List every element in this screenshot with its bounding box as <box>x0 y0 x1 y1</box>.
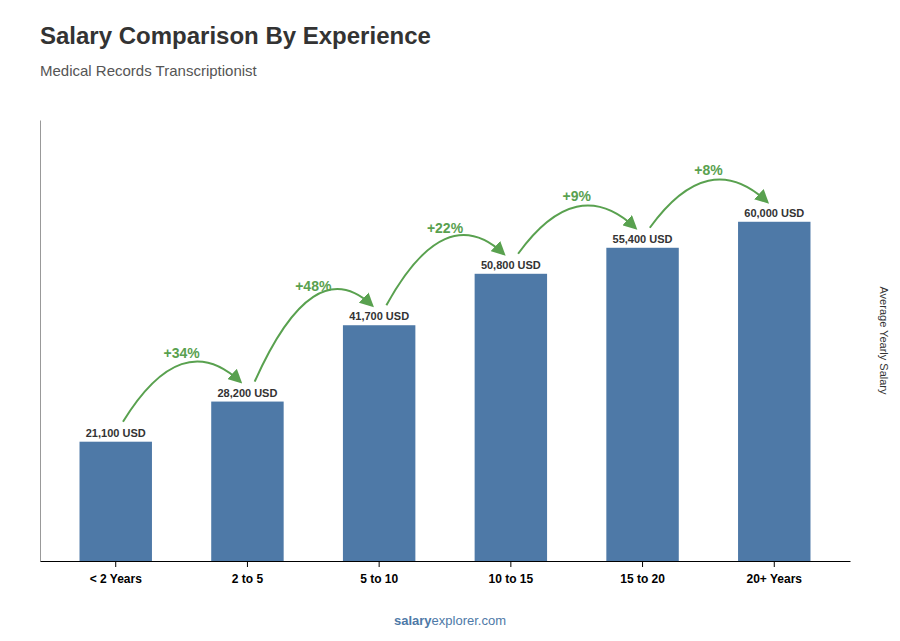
x-tick: 5 to 10 <box>360 561 398 586</box>
x-tick: 2 to 5 <box>232 561 264 586</box>
x-tick-label: 20+ Years <box>747 572 803 586</box>
bar <box>738 222 810 561</box>
x-tick: 15 to 20 <box>620 561 665 586</box>
x-tick: 10 to 15 <box>489 561 534 586</box>
change-label: +8% <box>694 162 723 178</box>
title: Salary Comparison By Experience <box>40 22 431 49</box>
data-label: 55,400 USD <box>613 233 673 245</box>
y-axis <box>40 121 41 562</box>
change-label: +22% <box>427 220 464 236</box>
change-arrow <box>123 361 240 421</box>
change-arrow <box>518 206 635 254</box>
data-label: 50,800 USD <box>481 259 541 271</box>
x-tick-label: 10 to 15 <box>489 572 534 586</box>
change-arrow <box>386 235 503 305</box>
bar <box>343 325 415 561</box>
plot-area <box>80 222 811 561</box>
bar <box>80 442 152 561</box>
data-label: 60,000 USD <box>744 207 804 219</box>
x-tick-label: 5 to 10 <box>360 572 398 586</box>
y-axis-title: Average Yearly Salary <box>878 286 890 395</box>
x-tick-mark <box>510 561 511 567</box>
x-axis-line <box>41 561 851 562</box>
data-label: 28,200 USD <box>217 387 277 399</box>
bar <box>475 274 547 561</box>
change-label: +9% <box>562 188 591 204</box>
change-arrow <box>650 180 767 228</box>
x-tick: 20+ Years <box>747 561 803 586</box>
change-label: +34% <box>163 345 200 361</box>
x-tick-label: < 2 Years <box>90 572 142 586</box>
change-annotations: +34% +48% +22% +9% +8% <box>123 162 767 422</box>
chart-root: Salary Comparison By Experience Medical R… <box>0 0 900 641</box>
x-tick-mark <box>379 561 380 567</box>
data-labels: 21,100 USD 28,200 USD 41,700 USD 50,800 USD… <box>86 207 805 439</box>
footer-part: salary <box>394 613 432 628</box>
change-arrow <box>255 289 372 382</box>
data-label: 21,100 USD <box>86 427 146 439</box>
change-label: +48% <box>295 278 332 294</box>
bar <box>211 402 283 561</box>
x-tick-mark <box>642 561 643 567</box>
y-axis-line <box>40 121 41 562</box>
footer-part: explorer.com <box>432 613 506 628</box>
subtitle: Medical Records Transcriptionist <box>40 62 258 79</box>
bar <box>606 248 678 561</box>
footer: salaryexplorer.com <box>394 613 506 628</box>
x-tick-label: 2 to 5 <box>232 572 264 586</box>
data-label: 41,700 USD <box>349 310 409 322</box>
x-tick-mark <box>115 561 116 567</box>
x-tick: < 2 Years <box>90 561 142 586</box>
x-axis: < 2 Years 2 to 5 5 to 10 10 to 15 15 to 20 20… <box>41 561 851 586</box>
x-tick-mark <box>247 561 248 567</box>
x-tick-mark <box>774 561 775 567</box>
x-tick-label: 15 to 20 <box>620 572 665 586</box>
